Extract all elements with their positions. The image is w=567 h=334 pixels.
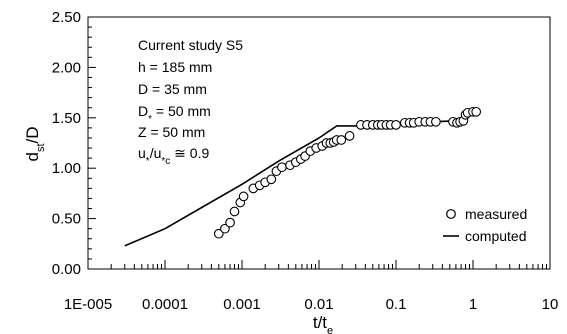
y-axis-tick-labels: 0.00 0.50 1.00 1.50 2.00 2.50	[52, 9, 81, 278]
annotation-line: D* = 50 mm	[138, 103, 211, 125]
legend-computed-label: computed	[465, 228, 526, 244]
measured-point	[391, 120, 401, 130]
annotation-line: Current study S5	[138, 37, 243, 53]
y-tick-label: 0.00	[52, 261, 81, 278]
x-axis-title: t/te	[313, 313, 333, 334]
x-tick-label: 1E-005	[64, 296, 112, 313]
x-tick-label: 0.1	[386, 296, 407, 313]
study-annotation: Current study S5 h = 185 mm D = 35 mm D* = …	[138, 37, 243, 167]
x-axis-ticks	[87, 260, 547, 269]
y-tick-label: 2.00	[52, 59, 81, 76]
annotation-line: D = 35 mm	[138, 81, 207, 97]
y-tick-label: 1.50	[52, 110, 81, 127]
legend-measured-marker	[446, 209, 456, 219]
legend: measured computed	[443, 206, 527, 244]
x-tick-label: 10	[542, 296, 559, 313]
measured-point	[225, 217, 235, 228]
annotation-line: h = 185 mm	[138, 59, 212, 75]
measured-point	[213, 228, 224, 239]
y-tick-label: 2.50	[52, 9, 81, 26]
y-axis-ticks	[88, 16, 96, 270]
x-tick-label: 0.001	[223, 296, 261, 313]
measured-point	[220, 223, 230, 234]
measured-point	[344, 131, 355, 141]
annotation-line: Z = 50 mm	[138, 124, 205, 140]
x-axis-tick-labels: 1E-005 0.0001 0.001 0.01 0.1 1 10	[64, 296, 559, 313]
measured-points	[213, 106, 482, 239]
measured-point	[471, 106, 482, 117]
y-tick-label: 0.50	[52, 211, 81, 228]
x-tick-label: 1	[469, 296, 477, 313]
y-tick-label: 1.00	[52, 160, 81, 177]
annotation-line: u*/u*c ≅ 0.9	[138, 145, 209, 167]
measured-point	[266, 174, 277, 185]
measured-point	[277, 162, 287, 173]
legend-measured-label: measured	[465, 206, 527, 222]
x-tick-label: 0.0001	[142, 296, 188, 313]
x-tick-label: 0.01	[304, 296, 333, 313]
measured-point	[229, 206, 240, 217]
measured-point	[336, 135, 347, 145]
measured-point	[238, 191, 249, 202]
y-axis-title: dst/D	[23, 126, 47, 161]
measured-point	[431, 116, 441, 127]
